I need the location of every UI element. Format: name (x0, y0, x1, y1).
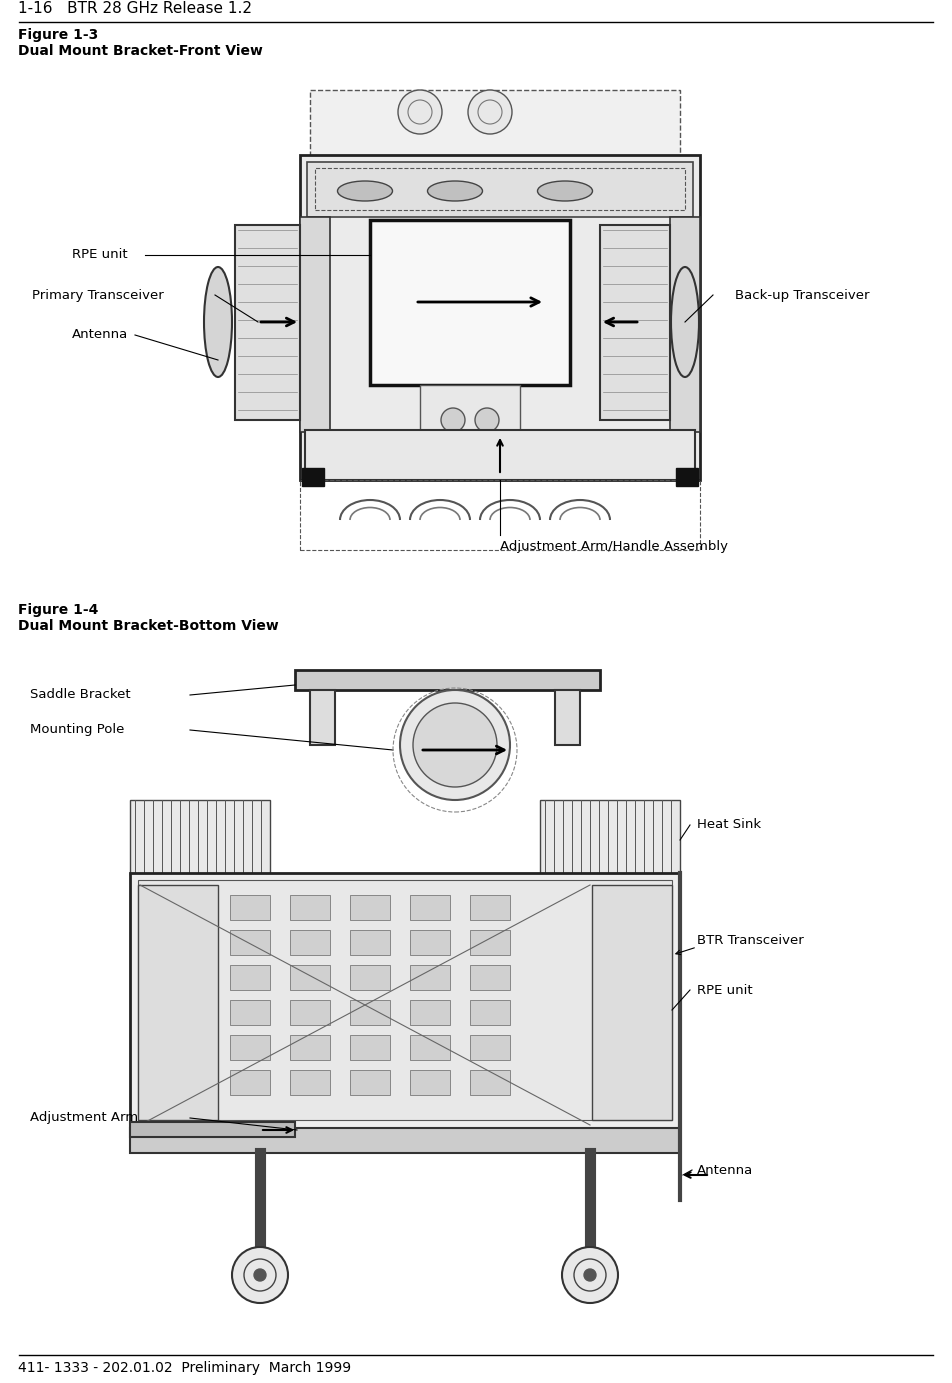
Bar (290, 1070, 330, 1095)
Text: Antenna: Antenna (697, 1163, 753, 1177)
Bar (130, 799, 270, 875)
Bar (290, 1034, 330, 1059)
Bar (230, 1000, 270, 1025)
Text: Mounting Pole: Mounting Pole (30, 723, 125, 737)
Bar (350, 895, 390, 920)
Circle shape (400, 690, 510, 799)
Text: RPE unit: RPE unit (72, 249, 128, 261)
Text: RPE unit: RPE unit (697, 983, 753, 997)
Bar (670, 217, 700, 431)
Circle shape (232, 1247, 288, 1303)
Text: Dual Mount Bracket-Front View: Dual Mount Bracket-Front View (18, 44, 263, 58)
Bar (410, 965, 450, 990)
Bar (410, 1034, 450, 1059)
Bar (470, 1034, 510, 1059)
Bar (555, 690, 580, 745)
Text: Adjustment Arm/Handle Assembly: Adjustment Arm/Handle Assembly (500, 539, 728, 553)
Bar (295, 669, 600, 690)
Bar (410, 1070, 450, 1095)
Circle shape (584, 1270, 596, 1281)
Bar (235, 225, 300, 420)
Bar (350, 929, 390, 956)
Bar (410, 929, 450, 956)
Bar (130, 1129, 680, 1153)
Bar (230, 965, 270, 990)
Bar (307, 162, 693, 217)
Bar (230, 929, 270, 956)
Circle shape (413, 703, 497, 787)
Text: 1-16   BTR 28 GHz Release 1.2: 1-16 BTR 28 GHz Release 1.2 (18, 1, 252, 17)
Bar (230, 1070, 270, 1095)
Bar (300, 480, 700, 550)
Bar (420, 384, 520, 430)
Ellipse shape (338, 181, 392, 201)
Bar (600, 225, 670, 420)
Bar (290, 965, 330, 990)
Ellipse shape (204, 267, 232, 378)
Bar (300, 217, 330, 431)
Text: BTR Transceiver: BTR Transceiver (697, 934, 803, 946)
Bar (540, 799, 680, 875)
Bar (470, 895, 510, 920)
Bar (302, 467, 324, 485)
Text: 411- 1333 - 202.01.02  Preliminary  March 1999: 411- 1333 - 202.01.02 Preliminary March … (18, 1361, 351, 1375)
Circle shape (468, 90, 512, 134)
Bar (470, 1070, 510, 1095)
Bar (290, 895, 330, 920)
Bar (300, 155, 700, 480)
Text: Saddle Bracket: Saddle Bracket (30, 689, 130, 701)
Bar (350, 1000, 390, 1025)
Bar (310, 90, 680, 165)
Circle shape (254, 1270, 266, 1281)
Text: Heat Sink: Heat Sink (697, 819, 762, 831)
Ellipse shape (538, 181, 592, 201)
Text: Adjustment Arm: Adjustment Arm (30, 1112, 138, 1124)
Text: Figure 1-4: Figure 1-4 (18, 603, 98, 617)
Bar (138, 880, 672, 1120)
Bar (290, 1000, 330, 1025)
Ellipse shape (671, 267, 699, 378)
Bar (370, 220, 570, 384)
Bar (230, 895, 270, 920)
Text: Antenna: Antenna (72, 329, 129, 342)
Circle shape (398, 90, 442, 134)
Bar (350, 1034, 390, 1059)
Bar (470, 965, 510, 990)
Bar (290, 929, 330, 956)
Bar (130, 873, 680, 1129)
Bar (676, 467, 698, 485)
Circle shape (475, 408, 499, 431)
Circle shape (562, 1247, 618, 1303)
Bar (410, 1000, 450, 1025)
Circle shape (441, 408, 465, 431)
Bar (470, 929, 510, 956)
Bar (305, 430, 695, 480)
Bar (410, 895, 450, 920)
Text: Dual Mount Bracket-Bottom View: Dual Mount Bracket-Bottom View (18, 620, 279, 633)
Text: Primary Transceiver: Primary Transceiver (32, 289, 164, 301)
Bar (230, 1034, 270, 1059)
Bar (350, 1070, 390, 1095)
Bar (592, 885, 672, 1120)
Bar (470, 1000, 510, 1025)
Ellipse shape (427, 181, 483, 201)
Bar (310, 690, 335, 745)
Bar (138, 885, 218, 1120)
Bar (350, 965, 390, 990)
Text: Figure 1-3: Figure 1-3 (18, 28, 98, 41)
Bar (315, 167, 685, 210)
Text: Back-up Transceiver: Back-up Transceiver (735, 289, 869, 301)
Bar (130, 1122, 295, 1137)
